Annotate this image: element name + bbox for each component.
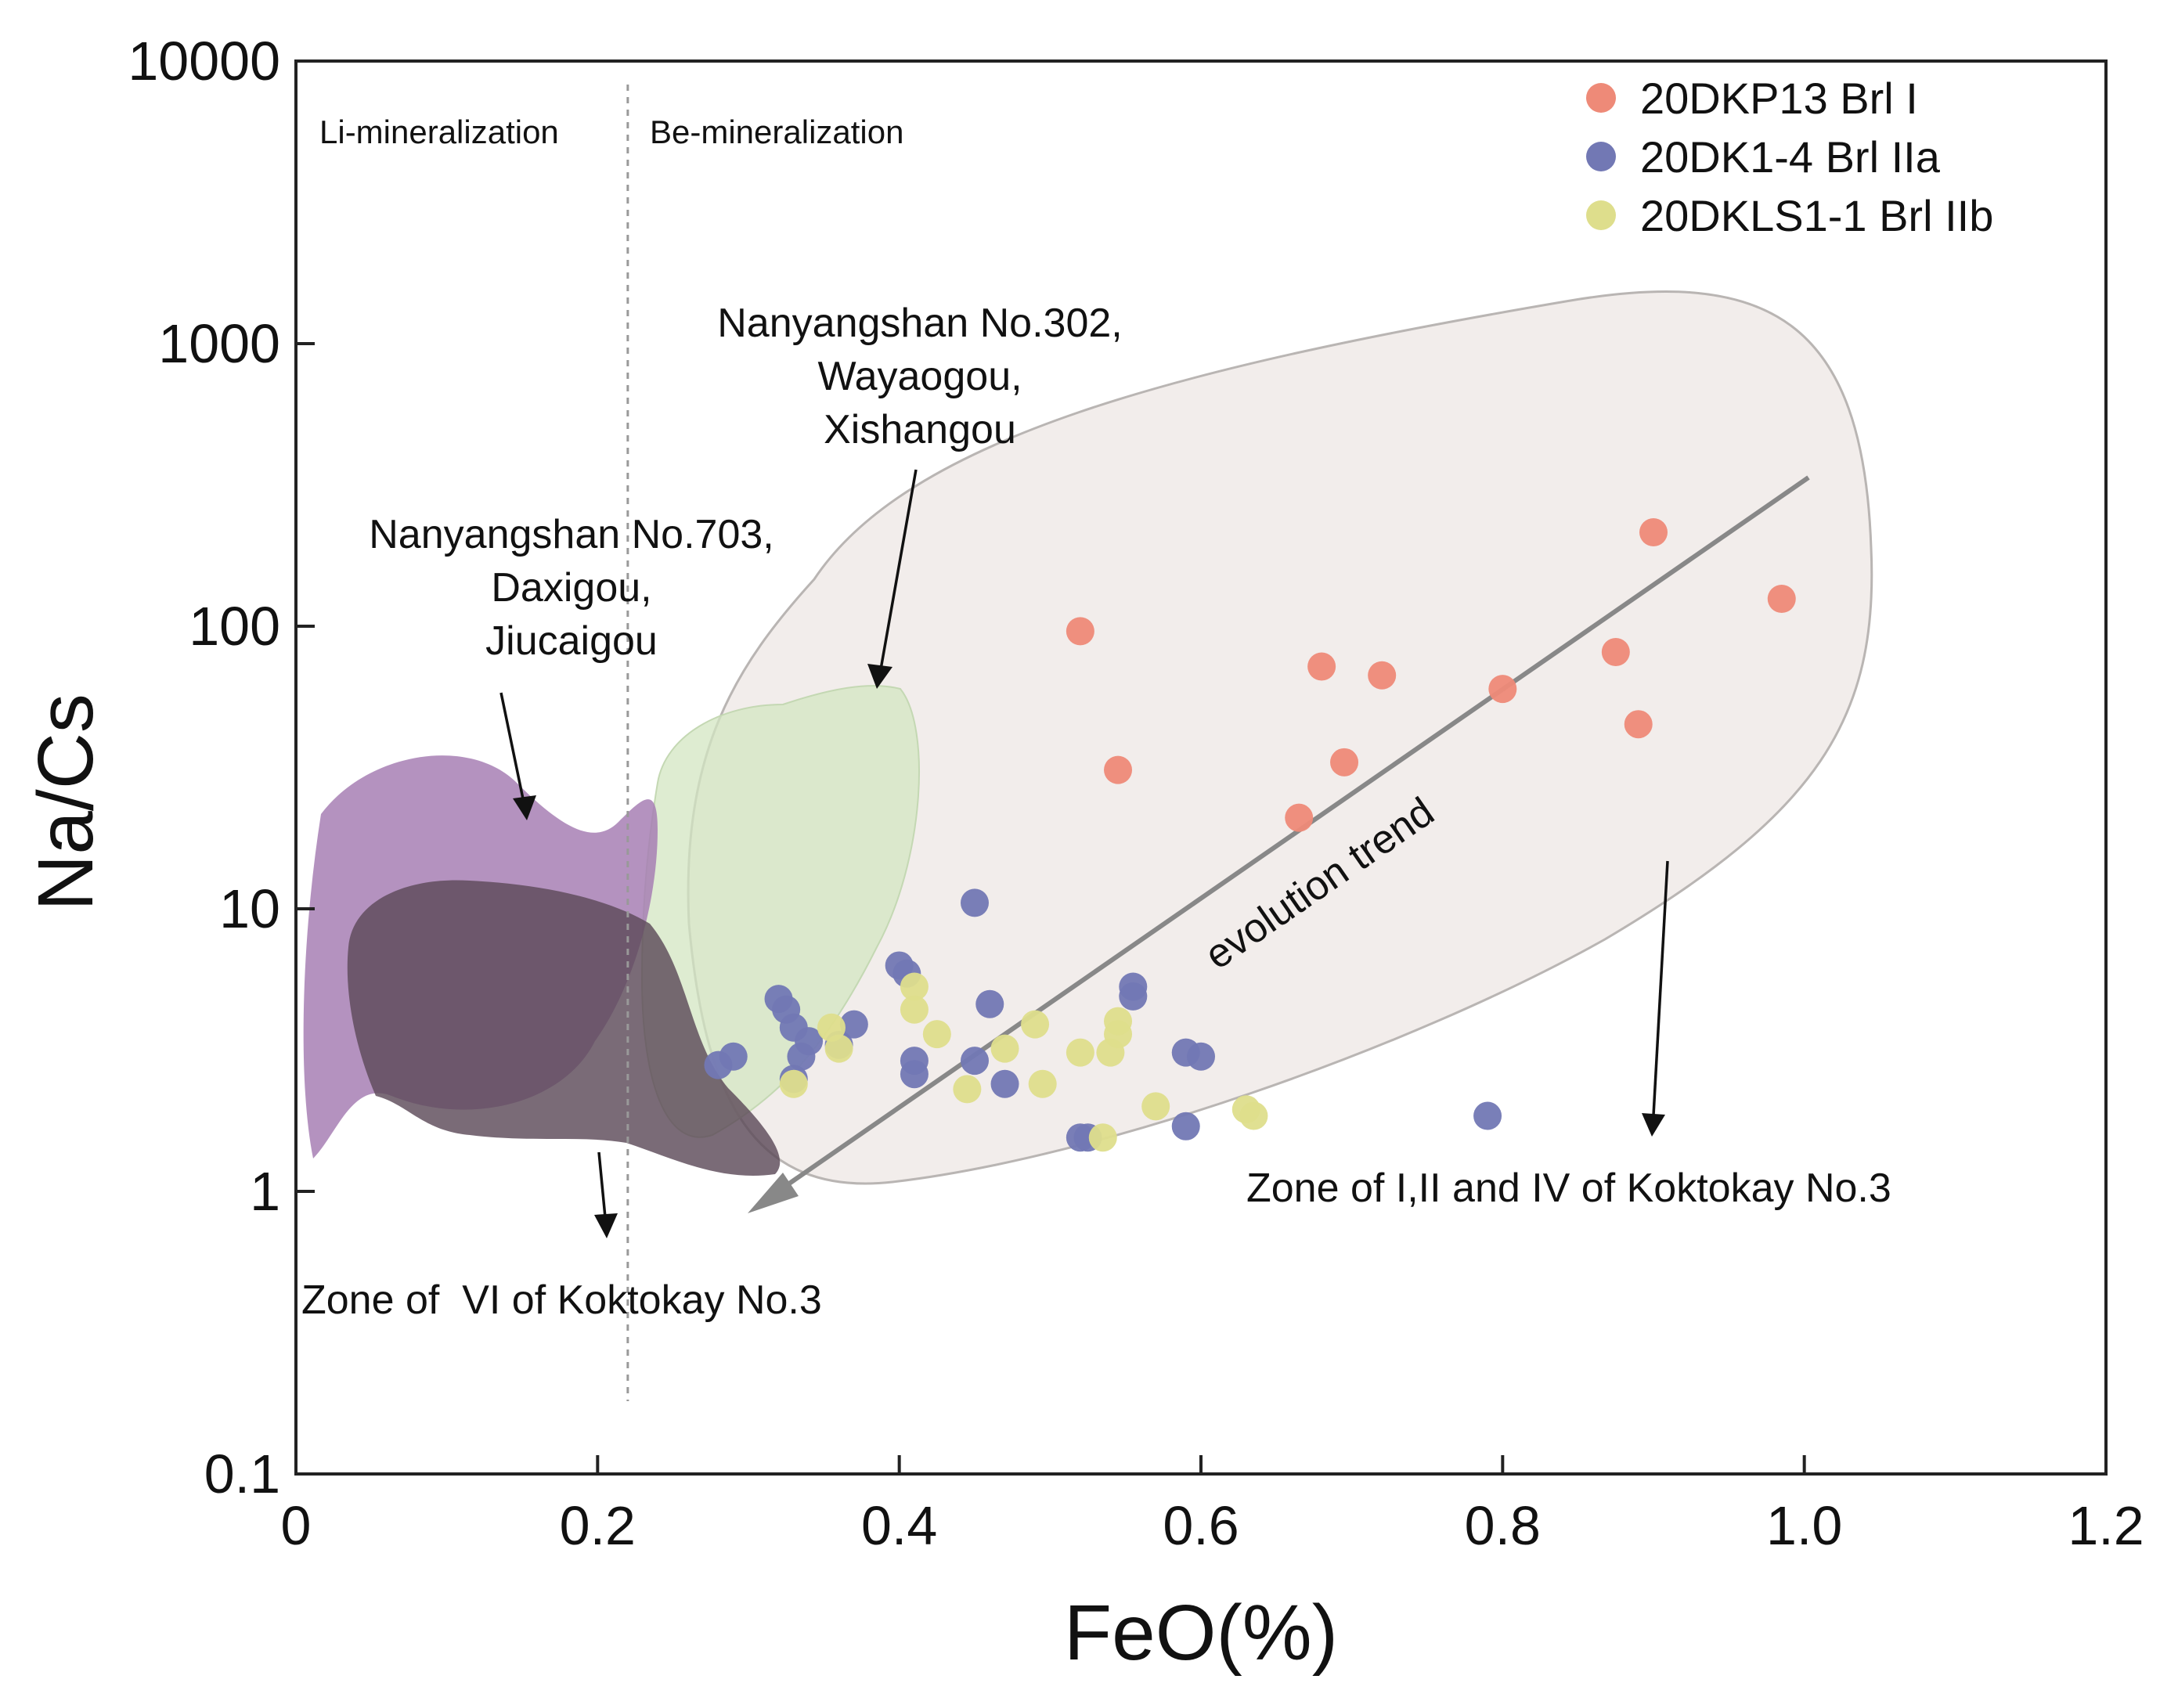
data-point-series-3 <box>1021 1010 1050 1039</box>
annotation-arrows <box>499 469 1669 1238</box>
y-tick-label: 1 <box>250 1161 280 1222</box>
field-703-annotation: Nanyangshan No.703, Daxigou, Jiucaigou <box>369 512 774 664</box>
field-703-line-1: Nanyangshan No.703, <box>369 512 774 557</box>
li-mineralization-label: Li-mineralization <box>319 114 559 150</box>
data-point-series-3 <box>900 995 929 1024</box>
data-point-series-1 <box>1307 652 1336 681</box>
data-point-series-1 <box>1368 661 1397 690</box>
data-point-series-1 <box>1104 755 1133 784</box>
data-point-series-1 <box>1639 517 1668 546</box>
data-point-series-3 <box>953 1075 982 1104</box>
data-point-series-2 <box>839 1010 868 1039</box>
data-point-series-1 <box>1330 748 1359 777</box>
data-point-series-3 <box>1239 1101 1268 1130</box>
x-tick-label: 0.6 <box>1163 1495 1239 1556</box>
data-point-series-2 <box>1119 972 1148 1001</box>
data-point-series-3 <box>779 1069 808 1098</box>
field-302-line-3: Xishangou <box>824 407 1016 452</box>
be-mineralization-label: Be-mineralization <box>650 114 903 150</box>
data-point-series-3 <box>1028 1069 1057 1098</box>
field-302-annotation: Nanyangshan No.302, Wayaogou, Xishangou <box>717 301 1123 452</box>
legend-marker <box>1586 200 1616 230</box>
legend-label: 20DK1-4 Brl IIa <box>1640 132 1941 182</box>
legend-marker <box>1586 83 1616 113</box>
data-point-series-3 <box>1104 1007 1133 1036</box>
data-point-series-3 <box>900 972 929 1001</box>
field-703-line-3: Jiucaigou <box>485 618 658 664</box>
zone-1-2-4-annotation: Zone of I,II and IV of Koktokay No.3 <box>1246 1166 1891 1211</box>
y-tick-label: 100 <box>189 596 280 657</box>
field-302-line-2: Wayaogou, <box>817 354 1022 399</box>
data-point-series-2 <box>975 989 1004 1018</box>
data-point-series-3 <box>922 1020 951 1049</box>
legend-label: 20DKLS1-1 Brl IIb <box>1640 191 1993 240</box>
legend-marker <box>1586 142 1616 171</box>
data-point-series-3 <box>824 1034 853 1063</box>
legend-label: 20DKP13 Brl I <box>1640 74 1918 123</box>
data-point-series-1 <box>1488 675 1517 704</box>
data-point-series-2 <box>1171 1112 1200 1140</box>
x-tick-label: 0 <box>281 1495 312 1556</box>
data-point-series-1 <box>1601 638 1630 667</box>
field-koktokay-zone-6 <box>347 880 781 1176</box>
data-point-series-1 <box>1624 710 1653 739</box>
x-tick-label: 1.0 <box>1766 1495 1842 1556</box>
data-point-series-2 <box>961 1047 989 1076</box>
data-point-series-2 <box>1473 1101 1502 1130</box>
data-point-series-2 <box>719 1042 748 1071</box>
x-tick-label: 1.2 <box>2068 1495 2144 1556</box>
x-tick-label: 0.8 <box>1465 1495 1541 1556</box>
data-point-series-2 <box>1187 1042 1215 1071</box>
compositional-fields <box>303 290 1873 1185</box>
data-point-series-2 <box>900 1060 929 1089</box>
zone-vi-annotation: Zone of VI of Koktokay No.3 <box>301 1277 822 1323</box>
x-tick-label: 0.4 <box>861 1495 937 1556</box>
data-point-series-2 <box>961 888 989 917</box>
data-point-series-2 <box>990 1069 1019 1098</box>
data-points <box>704 517 1796 1152</box>
y-tick-label: 10 <box>219 878 280 939</box>
field-703-line-2: Daxigou, <box>491 565 651 611</box>
legend: 20DKP13 Brl I 20DK1-4 Brl IIa 20DKLS1-1 Br… <box>1586 74 1993 240</box>
data-point-series-3 <box>1088 1123 1117 1152</box>
data-point-series-3 <box>1141 1092 1170 1121</box>
axis-ticks: 0 0.2 0.4 0.6 0.8 1.0 1.2 0.1 1 10 100 1000 10000 <box>128 31 2144 1556</box>
y-tick-label: 10000 <box>128 31 280 92</box>
data-point-series-1 <box>1285 803 1314 832</box>
data-point-series-1 <box>1767 585 1796 614</box>
x-tick-label: 0.2 <box>560 1495 636 1556</box>
field-302-line-1: Nanyangshan No.302, <box>717 301 1123 346</box>
x-axis-title: FeO(%) <box>1064 1589 1338 1677</box>
data-point-series-2 <box>795 1027 824 1056</box>
y-tick-label: 0.1 <box>204 1443 280 1504</box>
y-tick-label: 1000 <box>158 313 280 374</box>
data-point-series-3 <box>1066 1038 1094 1067</box>
y-axis-title: Na/Cs <box>22 694 110 911</box>
data-point-series-1 <box>1066 617 1094 646</box>
evolution-trend-arrow <box>748 475 1810 1213</box>
data-point-series-3 <box>990 1034 1019 1063</box>
